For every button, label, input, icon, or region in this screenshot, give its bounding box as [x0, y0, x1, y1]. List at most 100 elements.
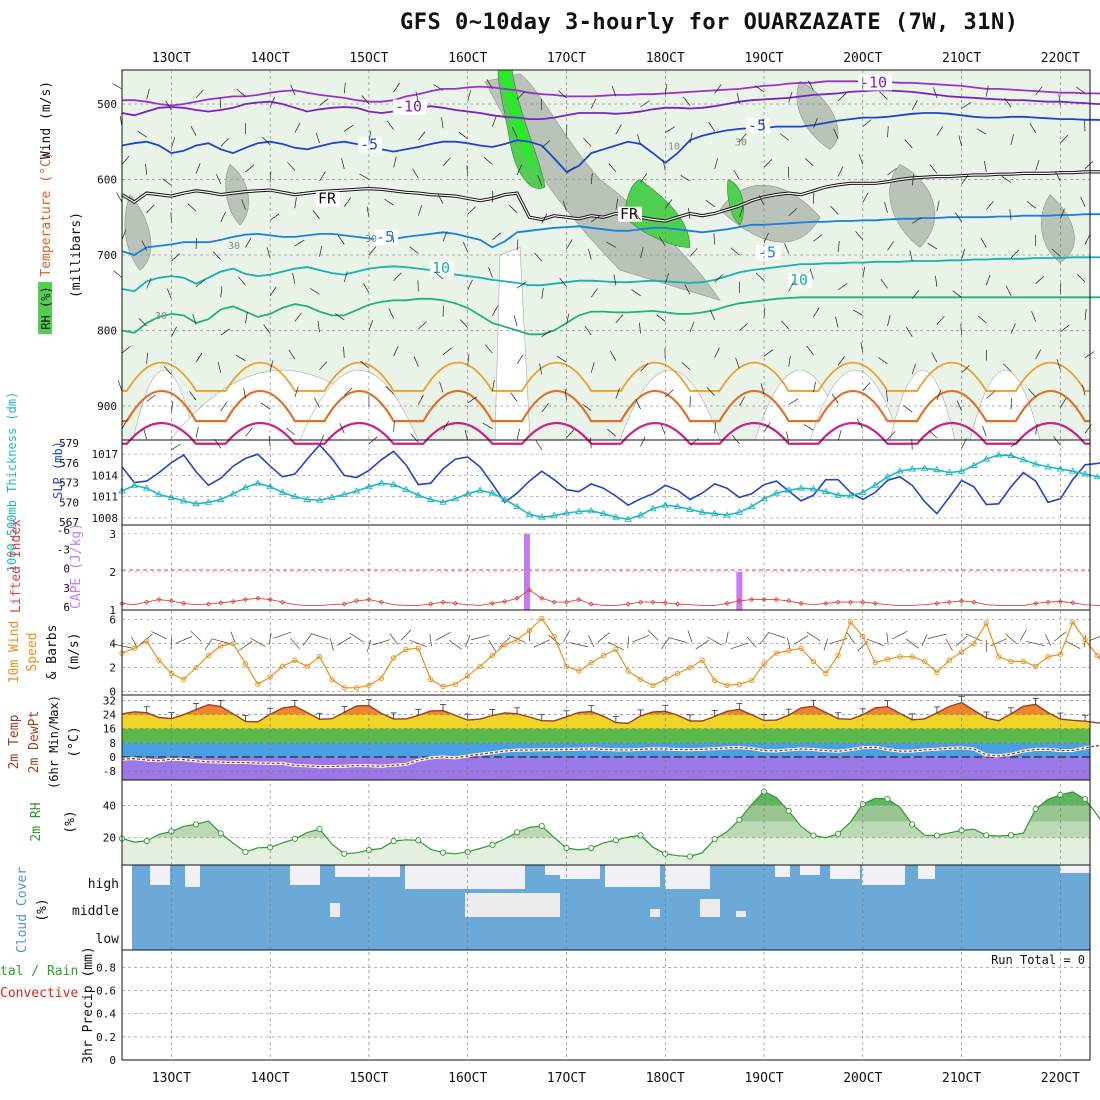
wind-barb [763, 349, 774, 357]
wind-barb [837, 283, 848, 291]
label-background [430, 261, 454, 277]
thickness-marker [710, 509, 719, 517]
wind-barb [516, 428, 521, 440]
rh-point [514, 829, 521, 836]
wind-axis-label: Wind (m/s) [39, 81, 54, 159]
wind-barb [767, 631, 786, 639]
thickness-marker [945, 468, 954, 476]
wind-barb [137, 130, 147, 138]
wind-speed-point [1045, 654, 1051, 660]
wind-barb [410, 433, 419, 443]
wind-barb [341, 158, 345, 170]
wind-barb [735, 357, 740, 369]
wind-barb [541, 403, 549, 413]
rh-point [810, 832, 817, 839]
wind-speed-point [551, 633, 557, 639]
wind-barb [615, 124, 622, 135]
rh2m-axis-label: 2m RH [29, 802, 44, 841]
wind-barb [435, 631, 451, 641]
cloud-clear-area [665, 865, 710, 889]
wind-barb [220, 401, 228, 411]
wind-barb [830, 206, 839, 215]
x-tick-label-bottom: 22OCT [1041, 1071, 1080, 1086]
wind-barb [269, 213, 280, 221]
thickness-marker [488, 489, 497, 496]
wind-barb [171, 253, 180, 262]
isotherm-label: -5 [748, 116, 766, 134]
wind-barb [980, 237, 987, 248]
thickness-marker [920, 464, 929, 471]
cloud-clear-area [830, 865, 860, 879]
wind-barb [709, 309, 715, 321]
wind-barb [1083, 120, 1086, 132]
wind-barb [292, 272, 296, 284]
wind-barb [557, 356, 567, 363]
lifted-index-axis-label: Lifted Index [9, 519, 24, 613]
wind-barb [470, 634, 490, 641]
wind-barb [245, 427, 253, 437]
wind-barb [138, 318, 147, 327]
wind-speed-point [267, 674, 273, 680]
x-tick-label-bottom: 13OCT [152, 1071, 191, 1086]
wind-barb [935, 275, 938, 287]
thickness-marker [846, 492, 855, 499]
wind-barb [977, 315, 987, 324]
thickness-marker [883, 472, 892, 480]
rh-point [711, 836, 718, 843]
lifted-index-marker [181, 600, 187, 606]
lifted-index-marker [428, 601, 434, 607]
wind-barb [982, 425, 987, 437]
thickness-marker [315, 496, 324, 503]
y-tick-label: 1008 [92, 512, 119, 525]
cloud-clear-area [918, 865, 935, 879]
cloud-clear-area [465, 893, 560, 917]
wind-barb [803, 424, 814, 431]
wind-speed-point [329, 676, 335, 683]
cape-li-panel: 3 2 1 -6 -3 0 3 6 [57, 524, 1100, 617]
cape-bar [736, 571, 743, 610]
wind-barb [806, 345, 814, 355]
wind-barb [807, 80, 814, 91]
wind-speed-point [773, 650, 780, 656]
wind-speed-point [625, 668, 631, 674]
wind-barb [220, 328, 231, 336]
wind-barb [892, 630, 908, 640]
lifted-index-marker [638, 599, 644, 605]
lifted-index-marker [514, 595, 520, 601]
temperature-band [122, 702, 1090, 715]
minmax-axis-label: (6hr Min/Max) [47, 695, 61, 789]
wind-barb [763, 159, 772, 168]
wind-barb [492, 232, 502, 241]
rh-point [316, 826, 323, 833]
chart-title: GFS 0~10day 3-hourly for OUARZAZATE (7W,… [400, 10, 1019, 35]
wind-barb [442, 231, 448, 242]
thickness-marker [809, 485, 818, 492]
wind-barb [961, 248, 965, 260]
wind-barb [936, 126, 943, 136]
wind-barb [887, 431, 896, 440]
lifted-index-marker [539, 595, 545, 601]
wind-barb [905, 638, 919, 649]
wind-barb [855, 231, 864, 241]
wind-barb [241, 199, 246, 210]
y-tick-label: 1011 [92, 491, 119, 504]
wind-barb [597, 632, 610, 643]
wind-barb [366, 206, 370, 218]
lifted-index-marker [341, 601, 347, 607]
wind-barb [337, 636, 352, 646]
thickness-marker [352, 487, 361, 494]
wind-barb [784, 243, 790, 254]
cloud-cover-panel [121, 864, 1091, 951]
wind-barb [929, 164, 938, 174]
wind-barb [146, 88, 150, 100]
wind-barb [162, 178, 172, 186]
wind-speed-point [983, 620, 989, 626]
y-tick-label: 40 [103, 800, 116, 813]
wind-barb [533, 639, 550, 648]
wind-barb [441, 117, 444, 129]
wind-barb [903, 405, 913, 413]
dry-area [969, 370, 1041, 441]
rh2m-unit-label: (%) [63, 810, 78, 833]
y-tick-label: -8 [103, 765, 116, 778]
very-humid-area [500, 70, 535, 169]
